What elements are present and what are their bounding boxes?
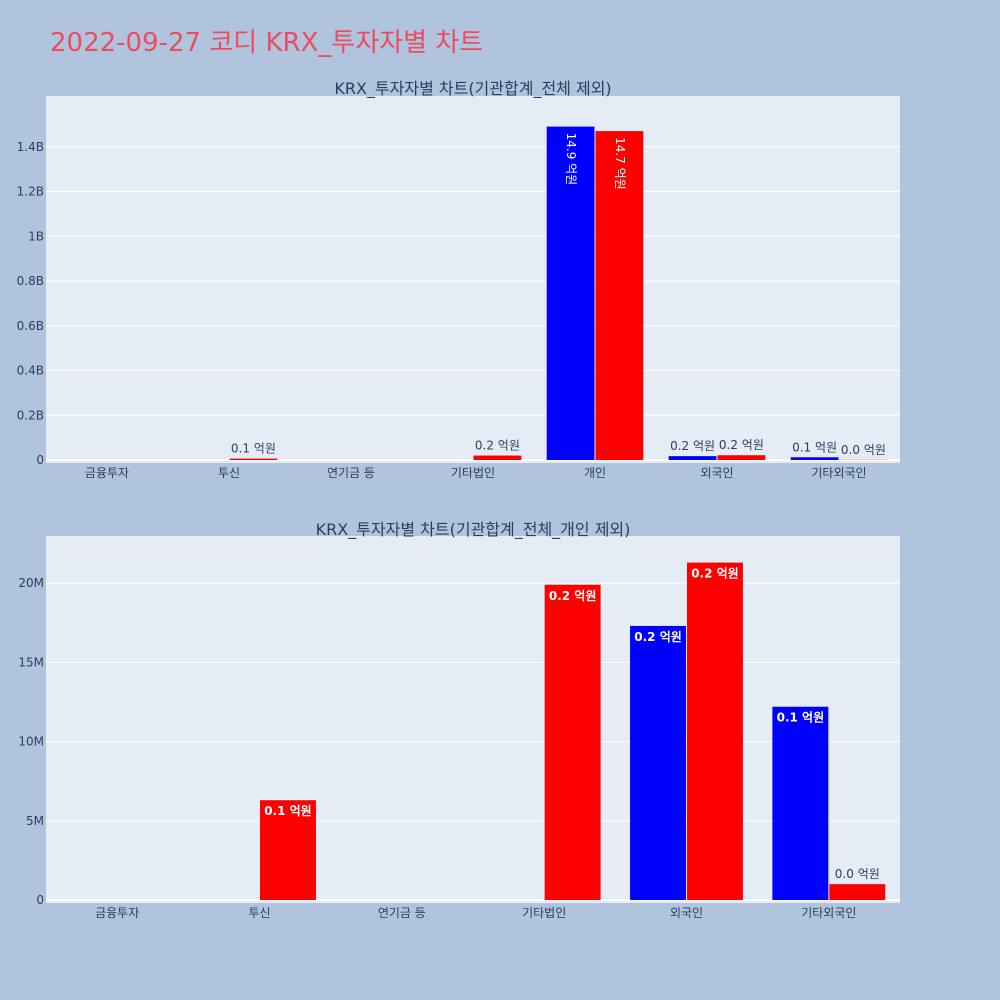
bar <box>544 584 601 900</box>
x-tick-label: 금융투자 <box>85 466 129 480</box>
data-label: 0.2 억원 <box>719 438 764 452</box>
x-tick-label: 기타외국인 <box>811 466 866 480</box>
data-label: 0.1 억원 <box>777 711 825 725</box>
bar <box>829 884 886 900</box>
data-label: 0.1 억원 <box>231 442 276 456</box>
data-label: 0.2 억원 <box>670 439 715 453</box>
data-label: 0.0 억원 <box>835 867 880 881</box>
y-tick-label: 1.4B <box>17 140 44 154</box>
chart-title: KRX_투자자별 차트(기관합계_전체_개인 제외) <box>316 520 631 540</box>
data-label: 0.2 억원 <box>691 567 739 581</box>
x-tick-label: 기타법인 <box>451 466 495 480</box>
bar <box>668 456 717 460</box>
x-tick-label: 투신 <box>218 466 240 480</box>
y-tick-label: 20M <box>18 576 44 590</box>
y-tick-label: 0.8B <box>17 274 44 288</box>
page-title: 2022-09-27 코디 KRX_투자자별 차트 <box>50 28 484 58</box>
y-tick-label: 5M <box>26 814 44 828</box>
chart-all-investors: 0 0.2B 0.4B 0.6B 0.8B 1B 1.2B 1.4B KRX_투자자별 차트(기… <box>17 79 900 480</box>
bar <box>260 800 316 900</box>
y-tick-label: 0.2B <box>17 408 44 422</box>
data-label: 14.7 억원 <box>613 137 627 190</box>
x-tick-label: 기타외국인 <box>801 906 856 920</box>
data-label: 14.9 억원 <box>564 133 578 186</box>
y-tick-label: 1.2B <box>17 185 44 199</box>
y-tick-label: 0.4B <box>17 364 44 378</box>
bar <box>595 131 644 460</box>
data-label: 0.2 억원 <box>475 439 520 453</box>
x-tick-label: 외국인 <box>700 466 733 480</box>
data-label: 0.1 억원 <box>792 440 837 454</box>
bar <box>473 455 522 460</box>
bar <box>687 562 743 900</box>
plot-area <box>46 96 900 463</box>
x-tick-label: 연기금 등 <box>327 466 375 480</box>
y-tick-label: 0 <box>36 453 44 467</box>
x-tick-label: 개인 <box>584 466 606 480</box>
x-tick-label: 연기금 등 <box>378 906 426 920</box>
chart-title: KRX_투자자별 차트(기관합계_전체 제외) <box>334 79 611 99</box>
x-tick-label: 금융투자 <box>95 906 139 920</box>
plot-area <box>46 536 900 903</box>
bar <box>790 457 839 460</box>
x-tick-label: 투신 <box>248 906 270 920</box>
x-tick-label: 기타법인 <box>522 906 566 920</box>
data-label: 0.2 억원 <box>549 589 597 603</box>
data-label: 0.0 억원 <box>841 443 886 457</box>
y-tick-label: 1B <box>28 229 44 243</box>
y-tick-label: 0 <box>36 893 44 907</box>
y-tick-label: 15M <box>18 655 44 669</box>
y-tick-label: 0.6B <box>17 319 44 333</box>
data-label: 0.2 억원 <box>634 630 682 644</box>
y-tick-label: 10M <box>18 735 44 749</box>
bar <box>717 455 766 460</box>
bar <box>630 625 686 900</box>
bar <box>772 706 829 900</box>
bar <box>229 458 278 460</box>
data-label: 0.1 억원 <box>264 804 312 818</box>
bar <box>546 126 595 461</box>
x-tick-label: 외국인 <box>670 906 703 920</box>
